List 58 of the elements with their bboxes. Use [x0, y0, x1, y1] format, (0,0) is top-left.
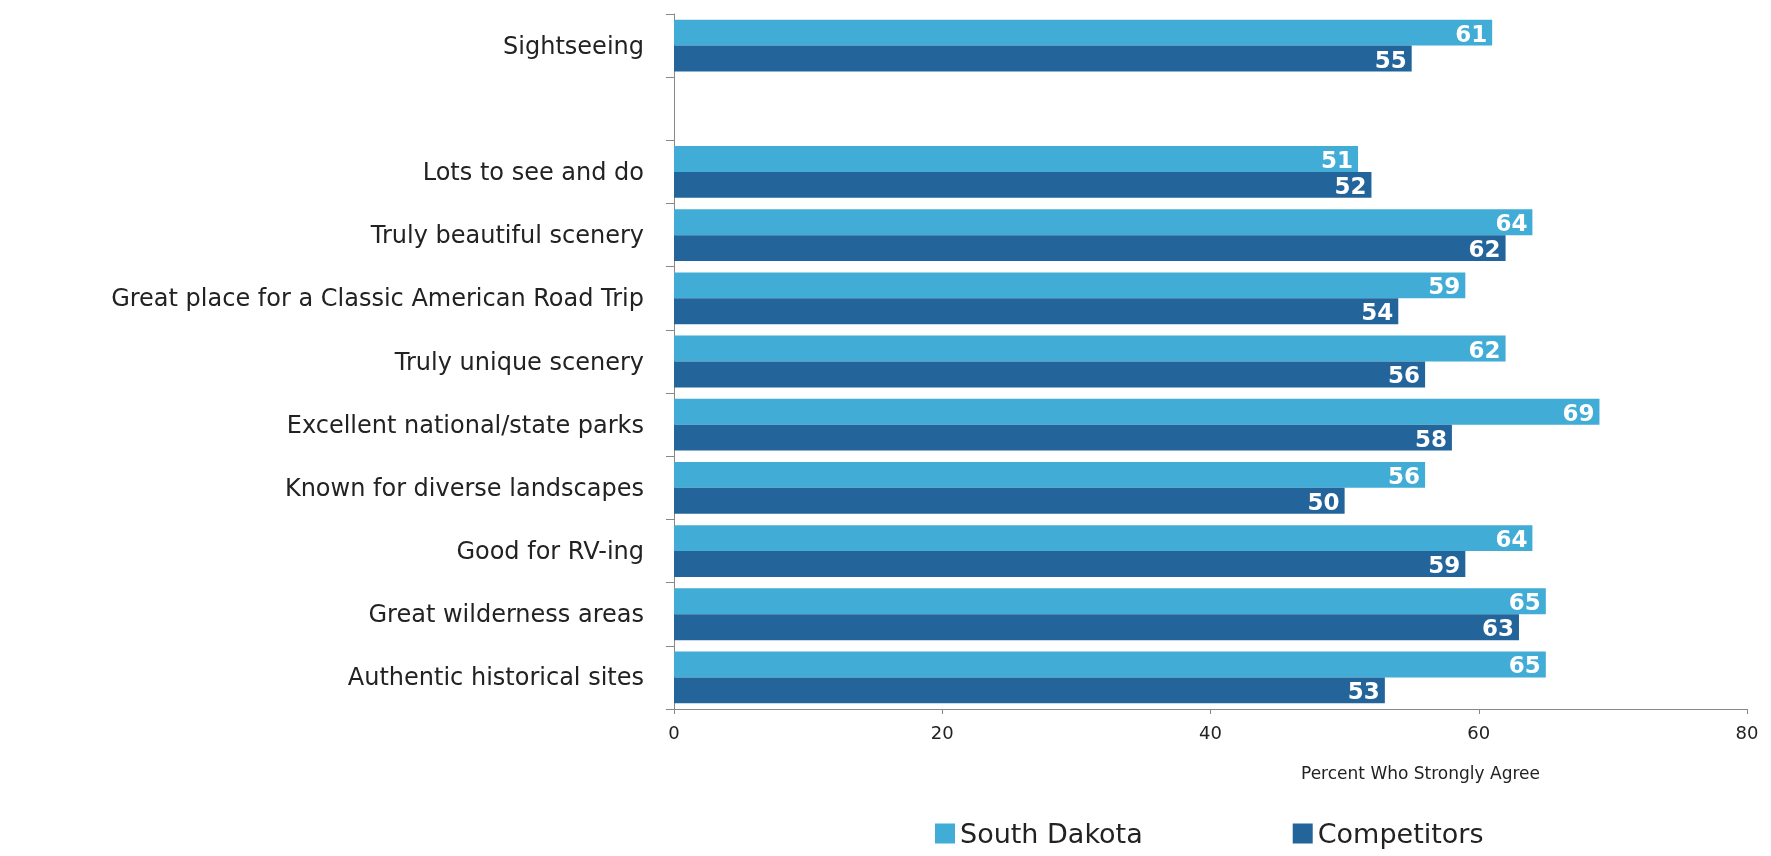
bar [674, 651, 1546, 678]
bar [674, 614, 1519, 641]
y-tick-label: Truly beautiful scenery [369, 221, 644, 250]
x-tick-label: 80 [1735, 721, 1759, 743]
bar [674, 335, 1506, 362]
bar [674, 424, 1452, 451]
x-tick-label: 40 [1199, 721, 1222, 743]
data-label: 64 [1495, 210, 1528, 237]
bar [674, 677, 1385, 704]
bar [674, 209, 1533, 236]
data-label: 51 [1321, 147, 1354, 173]
y-tick-label: Truly unique scenery [393, 347, 644, 376]
legend-label: South Dakota [960, 818, 1143, 849]
data-label: 56 [1388, 362, 1421, 389]
y-tick-label: Lots to see and do [422, 157, 644, 186]
data-label: 56 [1388, 462, 1421, 489]
bar [674, 551, 1466, 577]
y-tick-label: Great wilderness areas [368, 600, 644, 629]
data-label: 50 [1307, 488, 1340, 515]
bar [674, 146, 1359, 172]
x-axis-title: Percent Who Strongly Agree [1301, 762, 1540, 783]
data-label: 69 [1562, 399, 1595, 426]
bar [674, 398, 1600, 425]
data-label: 59 [1428, 552, 1461, 578]
data-label: 55 [1374, 46, 1407, 73]
bar [674, 45, 1412, 72]
data-label: 65 [1508, 589, 1541, 616]
bar [674, 272, 1466, 299]
bar [674, 19, 1493, 46]
data-label: 52 [1334, 172, 1367, 199]
bar [674, 588, 1546, 615]
data-label: 53 [1347, 678, 1380, 705]
bar [674, 235, 1506, 262]
bar [674, 171, 1372, 198]
data-label: 62 [1468, 336, 1501, 363]
data-label: 63 [1481, 615, 1514, 642]
data-label: 64 [1495, 526, 1528, 553]
data-label: 62 [1468, 236, 1501, 263]
legend-label: Competitors [1317, 818, 1484, 849]
y-tick-label: Great place for a Classic American Road Trip [111, 284, 644, 313]
data-label: 65 [1508, 652, 1541, 679]
y-tick-label: Known for diverse landscapes [284, 473, 644, 502]
bar [674, 525, 1533, 552]
bar [674, 487, 1345, 514]
x-tick-label: 60 [1467, 721, 1491, 743]
y-tick-label: Good for RV-ing [456, 537, 644, 566]
y-tick-label: Sightseeing [503, 31, 644, 60]
y-tick-label: Authentic historical sites [347, 663, 644, 692]
data-label: 61 [1455, 20, 1488, 47]
data-label: 59 [1428, 273, 1461, 300]
data-label: 54 [1361, 299, 1394, 326]
data-label: 58 [1414, 425, 1447, 452]
bar [674, 298, 1399, 325]
y-tick-label: Excellent national/state parks [286, 410, 644, 439]
bar [674, 461, 1426, 488]
bar [674, 361, 1426, 388]
x-tick-label: 20 [930, 721, 954, 743]
x-tick-label: 0 [668, 721, 680, 743]
